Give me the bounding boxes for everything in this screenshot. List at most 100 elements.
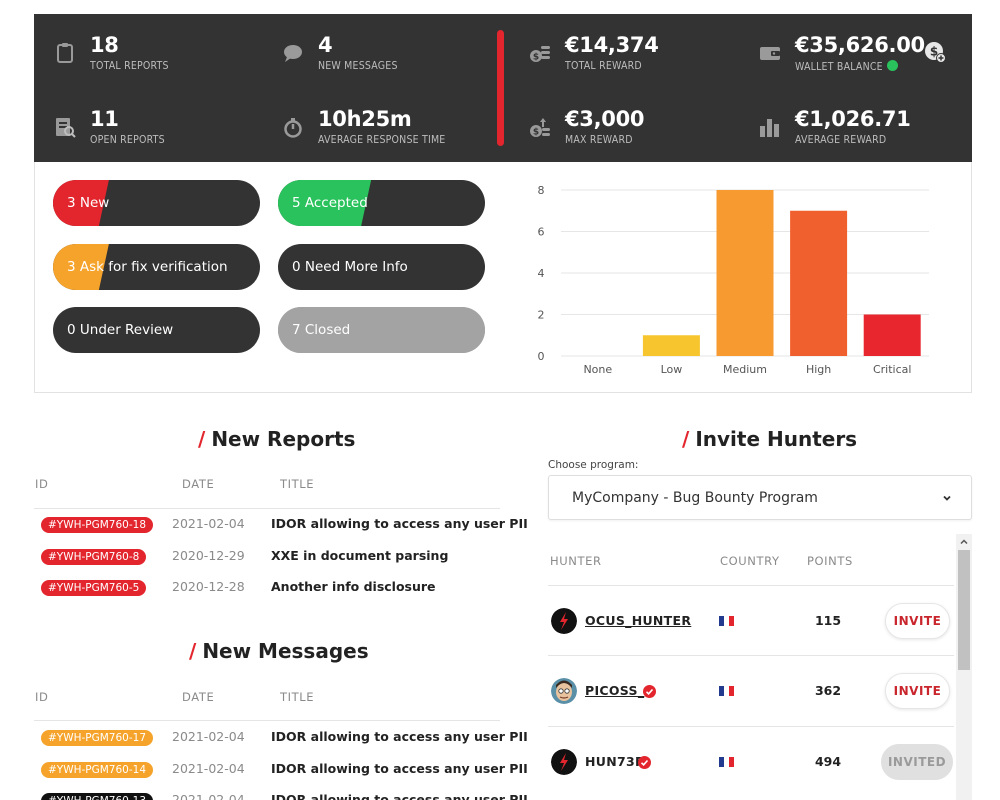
invite-hunters-title-text: Invite Hunters (695, 427, 858, 451)
hunter-name: PICOSS_ (585, 683, 645, 698)
report-row[interactable]: #YWH-PGM760-18 2021-02-04 IDOR allowing … (34, 510, 528, 540)
max-reward-value: €3,000 (565, 107, 645, 131)
total-reward-value: €14,374 (565, 33, 659, 57)
hunters-scrollbar[interactable] (956, 534, 972, 800)
stat-wallet-balance: €35,626.00 WALLET BALANCE (759, 32, 925, 73)
message-row[interactable]: #YWH-PGM760-17 2021-02-04 IDOR allowing … (34, 723, 528, 753)
report-id-badge[interactable]: #YWH-PGM760-8 (41, 549, 147, 565)
new-reports-title-text: New Reports (211, 427, 356, 451)
coins-up-icon: $ (529, 116, 551, 138)
report-title[interactable]: IDOR allowing to access any user PII (271, 516, 528, 531)
open-report-icon (54, 116, 76, 138)
average-response-value: 10h25m (318, 107, 412, 131)
stats-divider (497, 30, 504, 146)
choose-program-label: Choose program: (548, 459, 639, 471)
report-title[interactable]: Another info disclosure (271, 579, 436, 594)
report-row[interactable]: #YWH-PGM760-5 2020-12-28 Another info di… (34, 573, 500, 603)
message-title[interactable]: IDOR allowing to access any user PII (271, 792, 528, 800)
report-title[interactable]: XXE in document parsing (271, 548, 449, 563)
total-reward-label: TOTAL REWARD (565, 60, 642, 72)
status-pill-under-review[interactable]: 0 Under Review (53, 307, 260, 353)
total-reports-label: TOTAL REPORTS (90, 60, 169, 72)
new-messages-label: NEW MESSAGES (318, 60, 398, 72)
chart-bar-low (642, 335, 700, 356)
chat-bubble-icon (282, 42, 304, 64)
report-id-badge[interactable]: #YWH-PGM760-13 (41, 793, 153, 800)
status-pill-new[interactable]: 3 New (53, 180, 260, 226)
status-pill-label: 0 Under Review (67, 322, 174, 338)
wallet-balance-value: €35,626.00 (795, 33, 925, 57)
col-header-date: DATE (182, 690, 215, 704)
stat-total-reports: 18 TOTAL REPORTS (54, 32, 169, 72)
status-fill (53, 180, 109, 226)
message-date: 2021-02-04 (172, 729, 245, 744)
report-row[interactable]: #YWH-PGM760-8 2020-12-29 XXE in document… (34, 542, 500, 572)
report-id-badge[interactable]: #YWH-PGM760-17 (41, 730, 153, 746)
flag-fr-icon (719, 757, 734, 767)
status-fill (278, 180, 371, 226)
hunter-name-link[interactable]: PICOSS_ (585, 683, 644, 698)
message-title[interactable]: IDOR allowing to access any user PII (271, 761, 528, 776)
program-select[interactable]: MyCompany - Bug Bounty Program (548, 475, 972, 520)
invited-button[interactable]: INVITED (881, 744, 953, 780)
status-pill-ask-fix-verification[interactable]: 3 Ask for fix verification (53, 244, 260, 290)
stats-bar: 18 TOTAL REPORTS 4 NEW MESSAGES 11 OPEN … (34, 14, 972, 162)
stat-total-reward: $ €14,374 TOTAL REWARD (529, 32, 659, 72)
chart-bar-medium (716, 190, 774, 356)
clipboard-icon (54, 42, 76, 64)
wallet-balance-label-wrap: WALLET BALANCE (795, 60, 925, 73)
new-messages-title-text: New Messages (202, 639, 369, 663)
stat-average-response-time: 10h25m AVERAGE RESPONSE TIME (282, 106, 445, 146)
invite-button[interactable]: INVITE (885, 673, 950, 709)
stat-max-reward: $ €3,000 MAX REWARD (529, 106, 645, 146)
col-header-hunter: HUNTER (550, 554, 602, 568)
y-tick-label: 4 (538, 267, 545, 280)
col-header-country: COUNTRY (720, 554, 780, 568)
col-header-title: TITLE (280, 690, 315, 704)
scroll-up-arrow-icon[interactable] (959, 537, 969, 547)
wallet-icon (759, 42, 781, 64)
verified-icon (638, 756, 651, 769)
message-row[interactable]: #YWH-PGM760-14 2021-02-04 IDOR allowing … (34, 755, 528, 785)
report-id-badge[interactable]: #YWH-PGM760-5 (41, 580, 147, 596)
hunter-name-link[interactable]: OCUS_HUNTER (585, 613, 691, 628)
logo-avatar-icon (551, 749, 577, 775)
svg-text:$: $ (533, 53, 539, 63)
status-pill-label: 5 Accepted (292, 195, 368, 211)
flag-fr-icon (719, 616, 734, 626)
status-pill-need-more-info[interactable]: 0 Need More Info (278, 244, 485, 290)
invite-button[interactable]: INVITE (885, 603, 950, 639)
max-reward-label: MAX REWARD (565, 134, 633, 146)
status-pill-accepted[interactable]: 5 Accepted (278, 180, 485, 226)
report-date: 2021-02-04 (172, 516, 245, 531)
hunter-row: HUN73R 494 INVITED (548, 726, 954, 796)
col-header-title: TITLE (280, 477, 315, 491)
stat-average-reward: €1,026.71 AVERAGE REWARD (759, 106, 911, 146)
status-pill-closed[interactable]: 7 Closed (278, 307, 485, 353)
status-online-dot (886, 60, 898, 71)
severity-bar-chart: 0 2 4 6 8 None Low Medium High Critical (538, 184, 929, 376)
y-tick-label: 8 (538, 184, 545, 197)
bar-chart-icon (759, 116, 781, 138)
total-reports-value: 18 (90, 33, 119, 57)
chart-bar-critical (863, 314, 921, 356)
report-id-badge[interactable]: #YWH-PGM760-18 (41, 517, 153, 533)
invite-hunters-title: / Invite Hunters (682, 427, 858, 451)
hunter-name-link[interactable]: HUN73R (585, 754, 645, 769)
stopwatch-icon (282, 116, 304, 138)
hunter-points: 115 (814, 613, 842, 628)
logo-avatar-icon (551, 608, 577, 634)
x-tick-label: Medium (723, 363, 767, 376)
message-row[interactable]: #YWH-PGM760-13 2021-02-04 IDOR allowing … (34, 786, 528, 800)
status-fill (278, 307, 485, 353)
message-title[interactable]: IDOR allowing to access any user PII (271, 729, 528, 744)
scrollbar-thumb[interactable] (958, 550, 970, 670)
add-funds-icon[interactable]: $ (924, 41, 946, 63)
svg-text:$: $ (533, 128, 539, 138)
col-header-id: ID (35, 690, 49, 704)
open-reports-value: 11 (90, 107, 119, 131)
report-id-badge[interactable]: #YWH-PGM760-14 (41, 762, 153, 778)
hunter-row: OCUS_HUNTER 115 INVITE (548, 585, 954, 655)
flag-fr-icon (719, 686, 734, 696)
hunter-row: PICOSS_ 362 INVITE (548, 655, 954, 725)
